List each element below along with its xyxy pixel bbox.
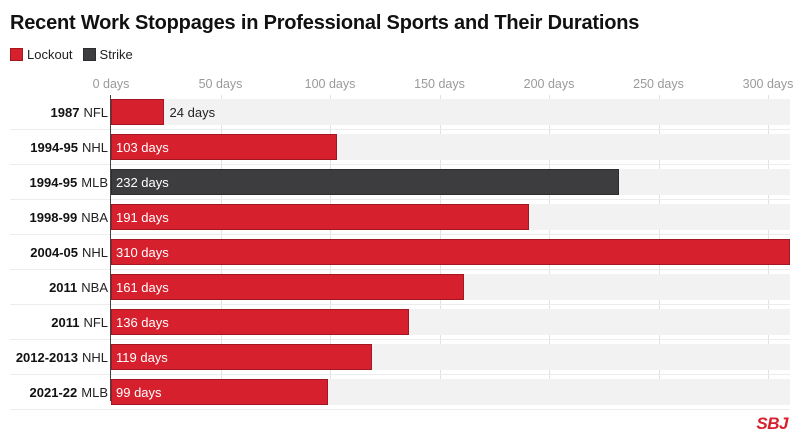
legend-item-lockout: Lockout	[10, 47, 73, 62]
bar-value-label: 310 days	[116, 244, 169, 260]
row-league: NFL	[83, 105, 108, 120]
row-year: 2012-2013	[15, 350, 78, 365]
bar-lockout	[111, 309, 409, 335]
row-year: 2021-22	[29, 385, 78, 400]
bar-value-label: 119 days	[116, 349, 168, 365]
bar-value-label: 99 days	[116, 384, 162, 400]
row-year: 1987	[50, 105, 80, 120]
legend-label: Strike	[99, 47, 133, 62]
chart-row: 2011 NBA 161 days	[0, 270, 800, 305]
row-year: 1998-99	[29, 210, 78, 225]
chart-row: 2004-05 NHL 310 days	[0, 235, 800, 270]
row-league: NHL	[81, 350, 108, 365]
legend-label: Lockout	[27, 47, 73, 62]
chart-row: 1994-95 NHL 103 days	[0, 130, 800, 165]
chart-row: 2021-22 MLB 99 days	[0, 375, 800, 410]
row-year: 2011	[49, 280, 78, 295]
row-label: 1994-95 NHL	[30, 130, 108, 165]
chart-row: 1987 NFL 24 days	[0, 95, 800, 130]
bar-lockout	[111, 379, 328, 405]
axis-baseline	[110, 95, 111, 401]
row-league: NBA	[81, 280, 108, 295]
sbj-logo: SBJ	[756, 414, 788, 433]
axis-tick-label: 0 days	[92, 77, 130, 91]
row-label: 2004-05 NHL	[30, 235, 108, 270]
legend: Lockout Strike	[10, 47, 143, 62]
row-label: 1994-95 MLB	[30, 165, 108, 200]
bar-lockout	[111, 134, 337, 160]
chart-row: 1994-95 MLB 232 days	[0, 165, 800, 200]
axis-tick-label: 100 days	[304, 77, 356, 91]
lockout-swatch-icon	[10, 48, 23, 61]
row-divider	[10, 129, 790, 130]
row-divider	[10, 409, 790, 410]
row-year: 2011	[51, 315, 80, 330]
row-label: 2012-2013 NHL	[16, 340, 108, 375]
row-label: 2021-22 MLB	[30, 375, 108, 410]
bar-value-label: 232 days	[116, 174, 169, 190]
bar-lockout	[111, 99, 164, 125]
bar-lockout	[111, 274, 464, 300]
bar-lockout	[111, 344, 372, 370]
axis-tick-label: 250 days	[633, 77, 684, 91]
row-year: 2004-05	[30, 245, 78, 260]
bar-lockout	[111, 239, 790, 265]
axis-tick-label: 200 days	[523, 77, 575, 91]
axis-tick-label: 150 days	[414, 77, 465, 91]
row-league: MLB	[81, 385, 108, 400]
bar-strike	[111, 169, 620, 195]
row-year: 1994-95	[29, 175, 78, 190]
bar-value-label: 24 days	[169, 104, 216, 120]
row-label: 2011 NBA	[49, 270, 108, 305]
row-label: 1987 NFL	[51, 95, 108, 130]
bar-track	[111, 99, 790, 125]
row-divider	[10, 304, 790, 305]
row-divider	[10, 374, 790, 375]
row-league: NHL	[81, 245, 108, 260]
row-league: NFL	[83, 315, 108, 330]
bar-value-label: 191 days	[116, 209, 169, 225]
chart-title: Recent Work Stoppages in Professional Sp…	[10, 12, 640, 34]
row-divider	[10, 339, 790, 340]
row-divider	[10, 269, 790, 270]
chart-row: 2011 NFL 136 days	[0, 305, 800, 340]
bar-value-label: 103 days	[116, 139, 169, 155]
row-league: NHL	[81, 140, 108, 155]
row-league: NBA	[81, 210, 108, 225]
chart-row: 2012-2013 NHL 119 days	[0, 340, 800, 375]
row-league: MLB	[81, 175, 108, 190]
bar-lockout	[111, 204, 530, 230]
row-divider	[10, 164, 790, 165]
axis-tick-label: 50 days	[198, 77, 243, 91]
row-divider	[10, 234, 790, 235]
chart-row: 1998-99 NBA 191 days	[0, 200, 800, 235]
strike-swatch-icon	[82, 48, 96, 61]
legend-item-strike: Strike	[82, 47, 133, 62]
row-label: 2011 NFL	[51, 305, 108, 340]
axis-tick-label: 300 days	[742, 77, 794, 91]
row-label: 1998-99 NBA	[30, 200, 108, 235]
row-year: 1994-95	[30, 140, 78, 155]
bar-value-label: 161 days	[116, 279, 169, 295]
row-divider	[10, 199, 790, 200]
bar-value-label: 136 days	[116, 314, 169, 330]
